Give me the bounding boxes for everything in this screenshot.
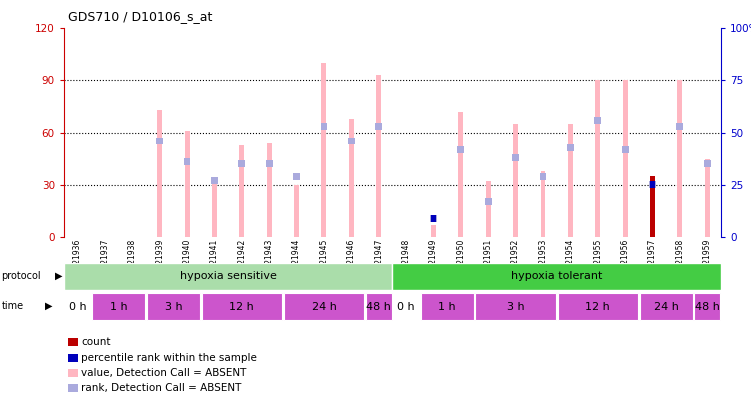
Bar <box>294 185 299 237</box>
Text: percentile rank within the sample: percentile rank within the sample <box>81 353 257 362</box>
Bar <box>267 143 272 237</box>
Text: 12 h: 12 h <box>585 302 610 312</box>
Bar <box>201 293 282 320</box>
Bar <box>650 181 655 188</box>
Bar <box>366 293 391 320</box>
Text: 0 h: 0 h <box>68 302 86 312</box>
Bar <box>475 293 556 320</box>
Bar <box>376 75 382 237</box>
Bar <box>430 215 437 222</box>
Text: hypoxia sensitive: hypoxia sensitive <box>179 271 276 281</box>
Bar <box>348 138 354 145</box>
Bar <box>238 160 246 167</box>
Text: hypoxia tolerant: hypoxia tolerant <box>511 271 602 281</box>
Bar <box>65 293 90 320</box>
Bar <box>421 293 474 320</box>
Text: 3 h: 3 h <box>507 302 524 312</box>
Bar <box>568 124 573 237</box>
Text: ▶: ▶ <box>45 301 53 311</box>
Bar <box>458 112 463 237</box>
Text: 12 h: 12 h <box>230 302 254 312</box>
Bar <box>349 119 354 237</box>
Text: GDS710 / D10106_s_at: GDS710 / D10106_s_at <box>68 10 212 23</box>
Bar <box>394 293 419 320</box>
Bar <box>266 160 273 167</box>
Text: 24 h: 24 h <box>654 302 679 312</box>
Bar <box>211 177 218 184</box>
Bar <box>284 293 364 320</box>
Bar <box>704 160 710 167</box>
Bar <box>677 81 683 237</box>
Text: ▶: ▶ <box>55 271 62 281</box>
Text: 24 h: 24 h <box>312 302 336 312</box>
Bar <box>567 144 574 151</box>
Bar <box>486 181 490 237</box>
Text: 48 h: 48 h <box>695 302 719 312</box>
Bar <box>640 293 692 320</box>
Bar <box>376 123 382 130</box>
Bar <box>392 263 721 290</box>
Bar <box>431 225 436 237</box>
Bar <box>146 293 200 320</box>
Bar <box>431 215 436 222</box>
Bar <box>677 123 683 130</box>
Text: 1 h: 1 h <box>439 302 456 312</box>
Text: time: time <box>2 301 23 311</box>
Text: value, Detection Call = ABSENT: value, Detection Call = ABSENT <box>81 368 246 378</box>
Text: rank, Detection Call = ABSENT: rank, Detection Call = ABSENT <box>81 384 242 393</box>
Bar <box>321 123 327 130</box>
Bar <box>92 293 145 320</box>
Text: protocol: protocol <box>2 271 41 281</box>
Bar <box>512 154 519 161</box>
Text: count: count <box>81 337 110 347</box>
Bar <box>212 179 217 237</box>
Bar <box>240 145 244 237</box>
Bar <box>594 117 601 124</box>
Bar <box>623 81 628 237</box>
Bar <box>557 293 638 320</box>
Bar <box>704 159 710 237</box>
Text: 3 h: 3 h <box>164 302 182 312</box>
Text: 1 h: 1 h <box>110 302 128 312</box>
Bar <box>64 263 392 290</box>
Bar <box>184 158 191 165</box>
Bar <box>650 176 655 237</box>
Text: 48 h: 48 h <box>366 302 391 312</box>
Bar <box>321 63 327 237</box>
Bar <box>457 146 464 153</box>
Bar <box>622 146 629 153</box>
Bar <box>541 171 545 237</box>
Bar <box>695 293 720 320</box>
Bar <box>185 131 189 237</box>
Bar <box>539 173 547 180</box>
Bar <box>513 124 518 237</box>
Bar <box>157 110 162 237</box>
Bar <box>596 81 600 237</box>
Bar <box>156 138 163 145</box>
Bar <box>293 173 300 180</box>
Text: 0 h: 0 h <box>397 302 415 312</box>
Bar <box>485 198 492 205</box>
Bar <box>649 181 656 188</box>
